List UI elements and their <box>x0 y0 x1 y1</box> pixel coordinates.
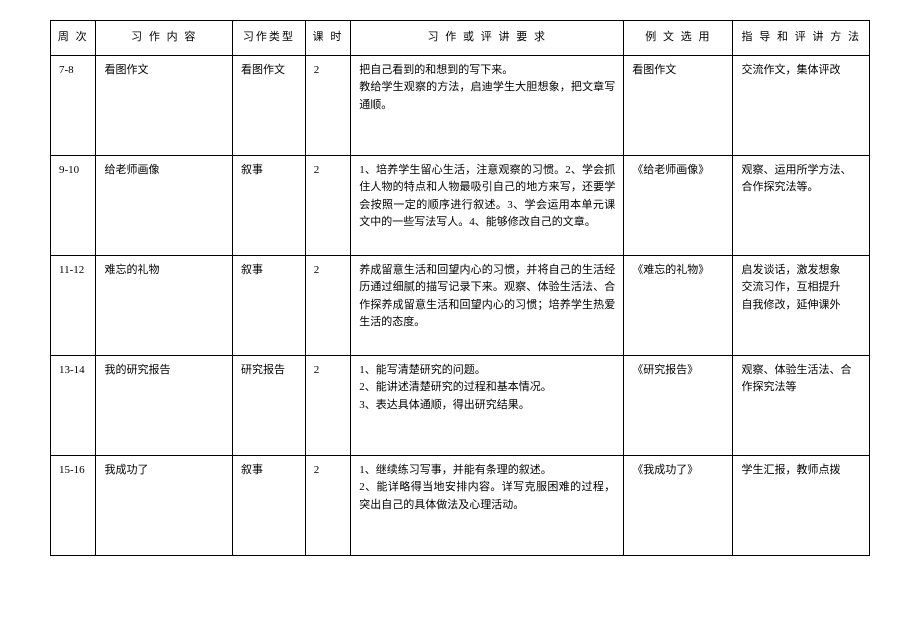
cell-method: 启发谈话，激发想象交流习作，互相提升自我修改，延伸课外 <box>733 255 870 355</box>
header-week: 周 次 <box>51 21 96 56</box>
header-requirements: 习 作 或 评 讲 要 求 <box>351 21 624 56</box>
cell-hours: 2 <box>305 155 350 255</box>
table-row: 9-10 给老师画像 叙事 2 1、培养学生留心生活，注意观察的习惯。2、学会抓… <box>51 155 870 255</box>
cell-type: 研究报告 <box>232 355 305 455</box>
cell-requirements: 养成留意生活和回望内心的习惯，并将自己的生活经历通过细腻的描写记录下来。观察、体… <box>351 255 624 355</box>
table-row: 15-16 我成功了 叙事 2 1、继续练习写事，并能有条理的叙述。2、能详略得… <box>51 455 870 555</box>
cell-type: 叙事 <box>232 155 305 255</box>
cell-example: 《难忘的礼物》 <box>624 255 733 355</box>
cell-requirements: 1、能写清楚研究的问题。2、能讲述清楚研究的过程和基本情况。3、表达具体通顺，得… <box>351 355 624 455</box>
cell-requirements: 1、继续练习写事，并能有条理的叙述。2、能详略得当地安排内容。详写克服困难的过程… <box>351 455 624 555</box>
cell-requirements: 把自己看到的和想到的写下来。教给学生观察的方法，启迪学生大胆想象，把文章写通顺。 <box>351 55 624 155</box>
header-type: 习作类型 <box>232 21 305 56</box>
cell-hours: 2 <box>305 255 350 355</box>
table-row: 7-8 看图作文 看图作文 2 把自己看到的和想到的写下来。教给学生观察的方法，… <box>51 55 870 155</box>
cell-method: 交流作文，集体评改 <box>733 55 870 155</box>
cell-week: 9-10 <box>51 155 96 255</box>
cell-type: 叙事 <box>232 455 305 555</box>
cell-example: 《给老师画像》 <box>624 155 733 255</box>
curriculum-table: 周 次 习 作 内 容 习作类型 课 时 习 作 或 评 讲 要 求 例 文 选… <box>50 20 870 556</box>
cell-method: 学生汇报，教师点拨 <box>733 455 870 555</box>
cell-week: 15-16 <box>51 455 96 555</box>
cell-example: 《研究报告》 <box>624 355 733 455</box>
cell-requirements: 1、培养学生留心生活，注意观察的习惯。2、学会抓住人物的特点和人物最吸引自己的地… <box>351 155 624 255</box>
table-row: 13-14 我的研究报告 研究报告 2 1、能写清楚研究的问题。2、能讲述清楚研… <box>51 355 870 455</box>
cell-content: 看图作文 <box>96 55 233 155</box>
cell-example: 看图作文 <box>624 55 733 155</box>
cell-content: 我成功了 <box>96 455 233 555</box>
header-hours: 课 时 <box>305 21 350 56</box>
header-content: 习 作 内 容 <box>96 21 233 56</box>
cell-content: 我的研究报告 <box>96 355 233 455</box>
table-body: 7-8 看图作文 看图作文 2 把自己看到的和想到的写下来。教给学生观察的方法，… <box>51 55 870 555</box>
cell-hours: 2 <box>305 55 350 155</box>
cell-example: 《我成功了》 <box>624 455 733 555</box>
cell-week: 11-12 <box>51 255 96 355</box>
header-example: 例 文 选 用 <box>624 21 733 56</box>
cell-type: 看图作文 <box>232 55 305 155</box>
cell-content: 给老师画像 <box>96 155 233 255</box>
table-row: 11-12 难忘的礼物 叙事 2 养成留意生活和回望内心的习惯，并将自己的生活经… <box>51 255 870 355</box>
header-method: 指 导 和 评 讲 方 法 <box>733 21 870 56</box>
header-row: 周 次 习 作 内 容 习作类型 课 时 习 作 或 评 讲 要 求 例 文 选… <box>51 21 870 56</box>
cell-method: 观察、运用所学方法、合作探究法等。 <box>733 155 870 255</box>
cell-method: 观察、体验生活法、合作探究法等 <box>733 355 870 455</box>
cell-type: 叙事 <box>232 255 305 355</box>
cell-hours: 2 <box>305 355 350 455</box>
cell-hours: 2 <box>305 455 350 555</box>
cell-content: 难忘的礼物 <box>96 255 233 355</box>
cell-week: 13-14 <box>51 355 96 455</box>
cell-week: 7-8 <box>51 55 96 155</box>
